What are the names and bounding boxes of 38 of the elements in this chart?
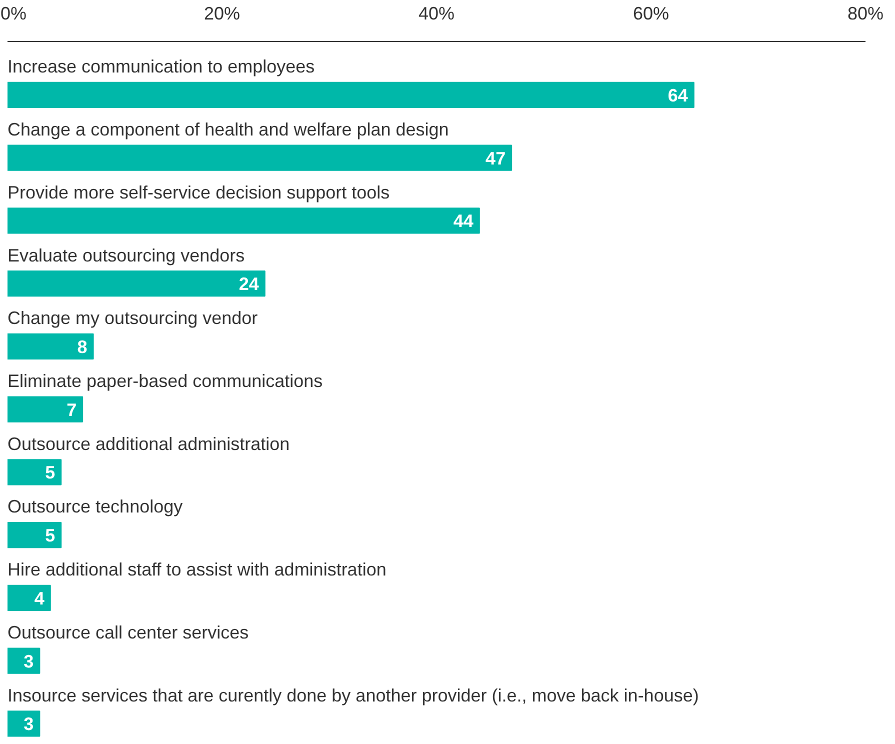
x-tick-label: 80%: [847, 4, 884, 24]
y-tick-label: Hire additional staff to assist with administration: [8, 560, 386, 580]
bar: [8, 396, 84, 422]
bar: [8, 648, 40, 674]
y-tick-label: Provide more self-service decision support tools: [8, 182, 390, 202]
data-label: 3: [24, 714, 34, 734]
data-label: 64: [668, 85, 688, 106]
bar: [8, 333, 94, 360]
bar: [8, 208, 480, 234]
bar: [8, 82, 694, 108]
data-label: 7: [66, 400, 77, 420]
y-tick-label: Outsource technology: [8, 496, 183, 517]
bar: [8, 270, 266, 297]
y-tick-label: Increase communication to employees: [8, 56, 315, 77]
y-tick-label: Insource services that are curently done by another provider (i.e., move back in-house): [8, 685, 699, 706]
bar: [8, 459, 62, 486]
bar: [8, 710, 40, 737]
bar: [8, 144, 512, 171]
data-label: 47: [486, 148, 506, 168]
x-tick-label: 60%: [632, 4, 670, 24]
y-tick-label: Evaluate outsourcing vendors: [8, 245, 245, 266]
x-tick-label: 20%: [204, 4, 240, 24]
data-label: 24: [238, 274, 259, 294]
bar: [8, 522, 62, 548]
y-tick-label: Eliminate paper-based communications: [8, 371, 323, 391]
bar: [8, 584, 51, 611]
data-label: 44: [453, 211, 474, 232]
x-tick-label: 40%: [418, 4, 455, 24]
x-tick-label: 0%: [0, 4, 27, 24]
y-tick-label: Outsource additional administration: [8, 434, 290, 454]
data-label: 3: [24, 651, 34, 672]
data-label: 4: [34, 588, 44, 608]
data-label: 5: [45, 526, 56, 546]
data-label: 5: [45, 462, 56, 483]
y-tick-label: Outsource call center services: [8, 622, 249, 642]
y-tick-label: Change my outsourcing vendor: [8, 308, 258, 328]
data-label: 8: [77, 336, 88, 357]
y-tick-label: Change a component of health and welfare plan design: [8, 120, 449, 140]
